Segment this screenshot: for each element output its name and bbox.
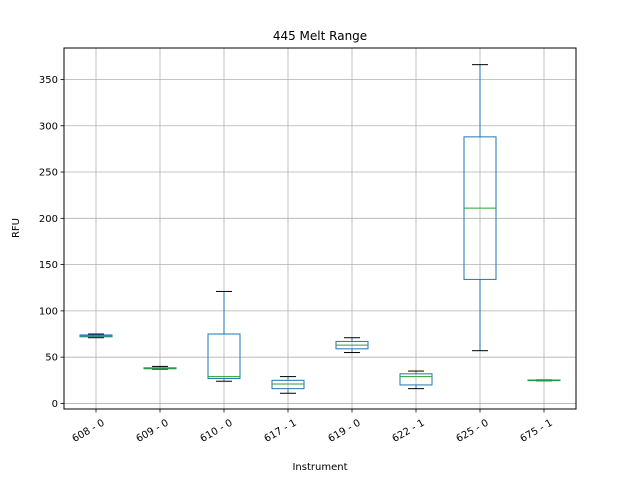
- y-tick-label: 200: [39, 214, 58, 225]
- box-675-1: [527, 379, 561, 382]
- box-609-0: [143, 365, 177, 370]
- box-625-0: [463, 64, 497, 352]
- y-tick-label: 0: [52, 399, 58, 410]
- x-axis-label: Instrument: [292, 462, 347, 473]
- y-axis-label: RFU: [11, 218, 22, 238]
- boxes: [79, 64, 561, 394]
- box-610-0: [207, 290, 241, 382]
- box-body: [399, 373, 433, 386]
- y-tick-label: 250: [39, 168, 58, 179]
- grid: [64, 48, 576, 409]
- y-tick-label: 150: [39, 260, 58, 271]
- y-tick-label: 350: [39, 75, 58, 86]
- box-619-0: [335, 337, 369, 354]
- chart-title: 445 Melt Range: [273, 29, 367, 43]
- plot-frame: [63, 47, 577, 410]
- box-617-1: [271, 376, 305, 394]
- box-608-0: [79, 333, 113, 339]
- box-body: [207, 333, 241, 379]
- box-622-1: [399, 370, 433, 390]
- y-tick-label: 300: [39, 121, 58, 132]
- y-tick-label: 100: [39, 306, 58, 317]
- y-tick-label: 50: [45, 353, 58, 364]
